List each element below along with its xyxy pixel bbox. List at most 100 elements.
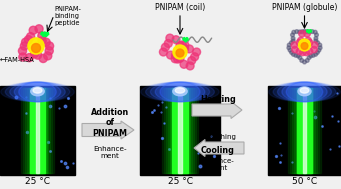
Ellipse shape (273, 82, 336, 102)
Bar (303, 88, 306, 173)
Ellipse shape (19, 82, 56, 102)
Bar (166, 88, 194, 173)
Circle shape (45, 47, 53, 55)
Circle shape (42, 38, 50, 46)
Circle shape (173, 45, 187, 59)
Circle shape (307, 30, 311, 34)
Circle shape (290, 41, 293, 45)
Bar (178, 88, 182, 173)
Circle shape (300, 59, 303, 62)
Circle shape (193, 48, 201, 56)
Circle shape (21, 38, 30, 46)
Text: 50 °C: 50 °C (292, 177, 317, 186)
Circle shape (287, 46, 291, 50)
Circle shape (296, 54, 300, 58)
FancyArrow shape (192, 101, 242, 119)
Circle shape (314, 36, 318, 40)
Circle shape (31, 43, 41, 53)
Ellipse shape (31, 87, 44, 96)
Circle shape (295, 30, 299, 33)
Bar (36, 88, 39, 173)
Circle shape (292, 53, 295, 56)
Circle shape (174, 55, 182, 63)
Circle shape (299, 39, 310, 51)
Circle shape (176, 54, 184, 62)
Text: 25 °C: 25 °C (167, 177, 193, 186)
Circle shape (300, 30, 304, 34)
Bar (297, 88, 312, 173)
Bar (292, 88, 317, 173)
Bar (268, 86, 341, 175)
Bar (174, 88, 186, 173)
Circle shape (305, 37, 311, 44)
Circle shape (303, 49, 309, 56)
Circle shape (44, 52, 52, 60)
Circle shape (29, 26, 37, 34)
Circle shape (290, 51, 294, 54)
Circle shape (305, 30, 309, 34)
Bar (294, 88, 315, 173)
Circle shape (176, 42, 184, 50)
FancyArrow shape (82, 121, 134, 139)
Ellipse shape (173, 87, 187, 96)
Bar (168, 88, 192, 173)
Ellipse shape (286, 82, 323, 102)
Ellipse shape (155, 82, 205, 102)
Text: 25 °C: 25 °C (25, 177, 50, 186)
Circle shape (172, 51, 179, 59)
Bar (172, 88, 188, 173)
Bar (25, 88, 50, 173)
Circle shape (296, 48, 303, 55)
Circle shape (302, 29, 306, 33)
Circle shape (191, 53, 198, 61)
Circle shape (315, 33, 318, 37)
Circle shape (298, 30, 301, 34)
Circle shape (181, 41, 189, 49)
Circle shape (301, 43, 308, 49)
Text: PNIPAM-
binding
peptide: PNIPAM- binding peptide (54, 6, 81, 26)
Circle shape (296, 39, 303, 46)
Ellipse shape (146, 82, 214, 102)
Bar (170, 88, 190, 173)
Ellipse shape (175, 88, 185, 93)
Circle shape (38, 37, 46, 45)
Bar (299, 88, 310, 173)
Circle shape (305, 59, 309, 62)
Circle shape (313, 30, 317, 34)
Circle shape (317, 48, 321, 52)
Circle shape (33, 51, 42, 59)
Circle shape (298, 56, 302, 59)
Circle shape (302, 60, 306, 64)
Ellipse shape (269, 82, 340, 102)
Bar (173, 88, 188, 173)
Circle shape (180, 60, 188, 68)
Bar (30, 88, 45, 173)
Circle shape (27, 33, 35, 41)
Bar (23, 88, 52, 173)
Circle shape (310, 30, 314, 33)
Circle shape (311, 42, 318, 48)
Circle shape (318, 46, 322, 50)
Circle shape (294, 53, 298, 57)
Circle shape (315, 51, 319, 54)
Text: Enhance-
ment: Enhance- ment (202, 158, 234, 171)
Circle shape (28, 38, 44, 54)
Circle shape (18, 47, 27, 55)
Circle shape (314, 53, 317, 56)
Circle shape (292, 30, 296, 34)
Ellipse shape (141, 82, 219, 102)
Text: Enhance-
ment: Enhance- ment (93, 146, 127, 159)
Circle shape (25, 36, 32, 44)
Circle shape (20, 42, 28, 50)
Circle shape (25, 53, 33, 62)
Circle shape (188, 57, 196, 64)
Circle shape (166, 51, 175, 59)
Circle shape (164, 40, 172, 47)
Ellipse shape (10, 82, 65, 102)
Ellipse shape (5, 82, 70, 102)
Ellipse shape (282, 82, 327, 102)
Circle shape (186, 62, 194, 70)
Ellipse shape (300, 88, 309, 93)
Text: ←FAM-HSA: ←FAM-HSA (0, 57, 34, 63)
Bar (288, 88, 321, 173)
